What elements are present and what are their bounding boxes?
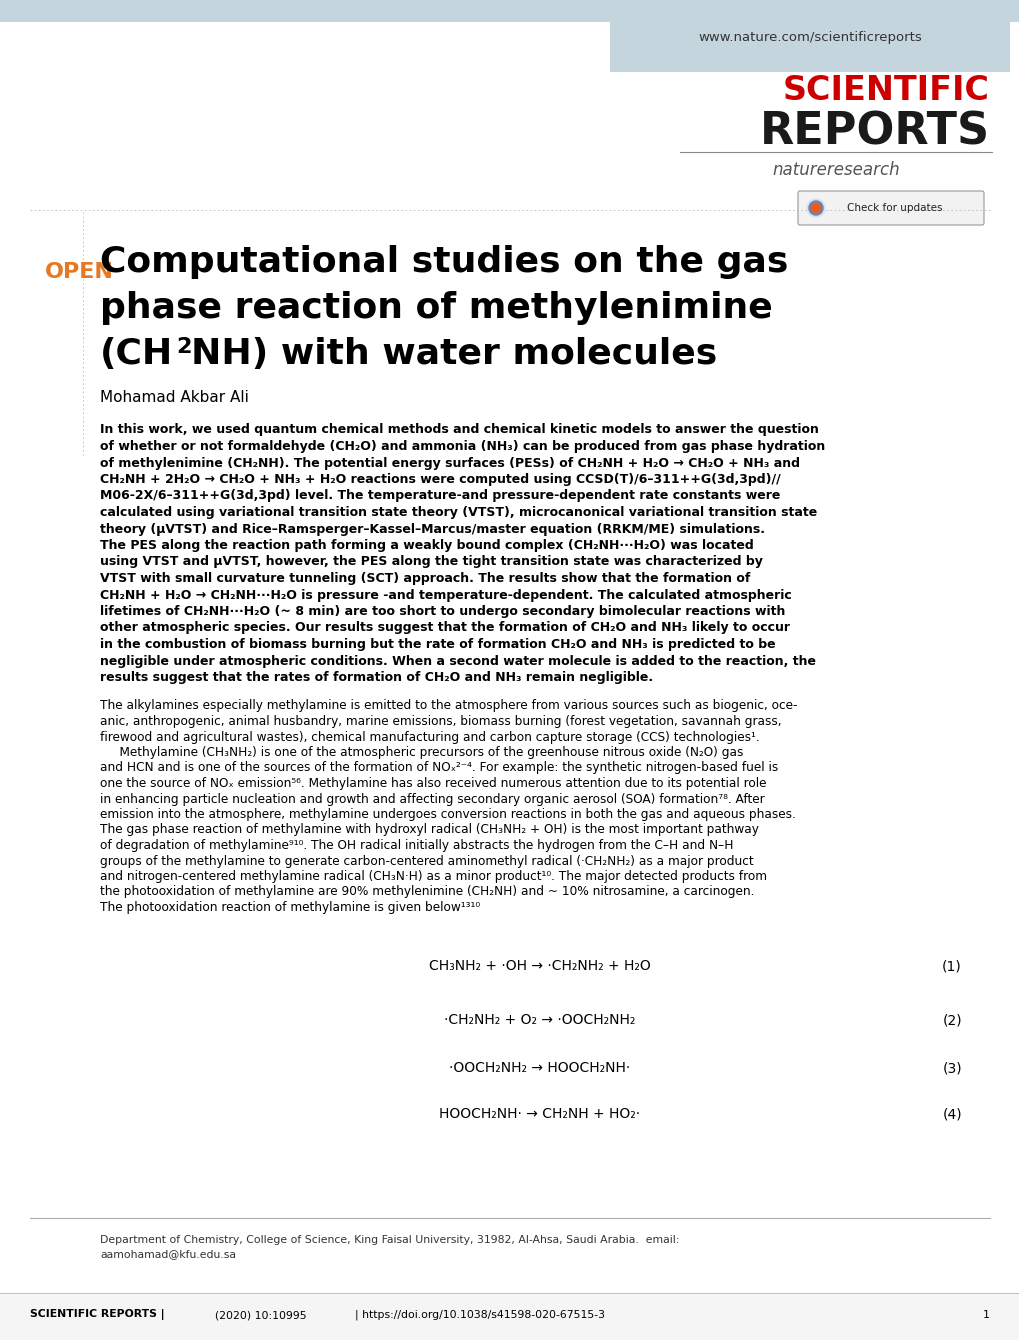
Text: HOOCH₂NH· → CH₂NH + HO₂·: HOOCH₂NH· → CH₂NH + HO₂·: [439, 1107, 640, 1122]
Text: of whether or not formaldehyde (CH₂O) and ammonia (NH₃) can be produced from gas: of whether or not formaldehyde (CH₂O) an…: [100, 440, 824, 453]
Bar: [609, 0, 1009, 72]
Text: (2): (2): [942, 1013, 961, 1026]
Text: OPEN: OPEN: [45, 263, 114, 281]
Text: Mohamad Akbar Ali: Mohamad Akbar Ali: [100, 390, 249, 406]
Text: of degradation of methylamine⁹¹⁰. The OH radical initially abstracts the hydroge: of degradation of methylamine⁹¹⁰. The OH…: [100, 839, 733, 852]
Text: groups of the methylamine to generate carbon-centered aminomethyl radical (·CH₂N: groups of the methylamine to generate ca…: [100, 855, 753, 867]
Text: (1): (1): [942, 959, 961, 973]
Text: The photooxidation reaction of methylamine is given below¹³¹⁰: The photooxidation reaction of methylami…: [100, 900, 480, 914]
Text: (3): (3): [942, 1061, 961, 1075]
Text: 2: 2: [176, 336, 192, 356]
Bar: [0, 0, 1019, 21]
Circle shape: [810, 202, 820, 213]
Text: (2020) 10:10995: (2020) 10:10995: [215, 1311, 307, 1320]
Text: phase reaction of methylenimine: phase reaction of methylenimine: [100, 291, 772, 326]
Text: in enhancing particle nucleation and growth and affecting secondary organic aero: in enhancing particle nucleation and gro…: [100, 792, 764, 805]
Text: Department of Chemistry, College of Science, King Faisal University, 31982, Al-A: Department of Chemistry, College of Scie…: [100, 1235, 679, 1245]
Text: Computational studies on the gas: Computational studies on the gas: [100, 245, 788, 279]
Text: one the source of NOₓ emission⁵⁶. Methylamine has also received numerous attenti: one the source of NOₓ emission⁵⁶. Methyl…: [100, 777, 765, 791]
Text: and nitrogen-centered methylamine radical (CH₃N·H) as a minor product¹⁰. The maj: and nitrogen-centered methylamine radica…: [100, 870, 766, 883]
Bar: [0, 1293, 1019, 1340]
Text: in the combustion of biomass burning but the rate of formation CH₂O and NH₃ is p: in the combustion of biomass burning but…: [100, 638, 774, 651]
Text: firewood and agricultural wastes), chemical manufacturing and carbon capture sto: firewood and agricultural wastes), chemi…: [100, 730, 759, 744]
Text: www.nature.com/scientificreports: www.nature.com/scientificreports: [697, 32, 921, 44]
Text: emission into the atmosphere, methylamine undergoes conversion reactions in both: emission into the atmosphere, methylamin…: [100, 808, 795, 821]
Text: The alkylamines especially methylamine is emitted to the atmosphere from various: The alkylamines especially methylamine i…: [100, 699, 797, 713]
Text: M06-2X/6–311++G(3d,3pd) level. The temperature-and pressure-dependent rate const: M06-2X/6–311++G(3d,3pd) level. The tempe…: [100, 489, 780, 502]
Text: lifetimes of CH₂NH···H₂O (~ 8 min) are too short to undergo secondary bimolecula: lifetimes of CH₂NH···H₂O (~ 8 min) are t…: [100, 604, 785, 618]
Text: REPORTS: REPORTS: [759, 110, 989, 154]
Text: SCIENTIFIC REPORTS |: SCIENTIFIC REPORTS |: [30, 1309, 164, 1320]
Circle shape: [808, 201, 822, 214]
Text: CH₃NH₂ + ·OH → ·CH₂NH₂ + H₂O: CH₃NH₂ + ·OH → ·CH₂NH₂ + H₂O: [429, 959, 650, 973]
Text: other atmospheric species. Our results suggest that the formation of CH₂O and NH: other atmospheric species. Our results s…: [100, 622, 790, 635]
Text: negligible under atmospheric conditions. When a second water molecule is added t: negligible under atmospheric conditions.…: [100, 654, 815, 667]
Text: natureresearch: natureresearch: [771, 161, 899, 180]
Text: (4): (4): [942, 1107, 961, 1122]
Text: Methylamine (CH₃NH₂) is one of the atmospheric precursors of the greenhouse nitr: Methylamine (CH₃NH₂) is one of the atmos…: [100, 746, 743, 758]
FancyBboxPatch shape: [797, 192, 983, 225]
Text: NH) with water molecules: NH) with water molecules: [191, 336, 716, 371]
Text: CH₂NH + H₂O → CH₂NH···H₂O is pressure -and temperature-dependent. The calculated: CH₂NH + H₂O → CH₂NH···H₂O is pressure -a…: [100, 588, 791, 602]
Text: anic, anthropogenic, animal husbandry, marine emissions, biomass burning (forest: anic, anthropogenic, animal husbandry, m…: [100, 716, 781, 728]
Text: ·CH₂NH₂ + O₂ → ·OOCH₂NH₂: ·CH₂NH₂ + O₂ → ·OOCH₂NH₂: [444, 1013, 635, 1026]
Text: results suggest that the rates of formation of CH₂O and NH₃ remain negligible.: results suggest that the rates of format…: [100, 671, 652, 683]
Text: aamohamad@kfu.edu.sa: aamohamad@kfu.edu.sa: [100, 1249, 235, 1260]
Text: and HCN and is one of the sources of the formation of NOₓ²⁻⁴. For example: the s: and HCN and is one of the sources of the…: [100, 761, 777, 775]
Text: The gas phase reaction of methylamine with hydroxyl radical (CH₃NH₂ + OH) is the: The gas phase reaction of methylamine wi…: [100, 824, 758, 836]
Text: ·OOCH₂NH₂ → HOOCH₂NH·: ·OOCH₂NH₂ → HOOCH₂NH·: [449, 1061, 630, 1075]
Circle shape: [806, 200, 824, 217]
Text: using VTST and μVTST, however, the PES along the tight transition state was char: using VTST and μVTST, however, the PES a…: [100, 556, 762, 568]
Text: In this work, we used quantum chemical methods and chemical kinetic models to an: In this work, we used quantum chemical m…: [100, 423, 818, 437]
Text: Check for updates: Check for updates: [847, 202, 942, 213]
Text: CH₂NH + 2H₂O → CH₂O + NH₃ + H₂O reactions were computed using CCSD(T)/6–311++G(3: CH₂NH + 2H₂O → CH₂O + NH₃ + H₂O reaction…: [100, 473, 780, 486]
Text: (CH: (CH: [100, 336, 173, 371]
Text: calculated using variational transition state theory (VTST), microcanonical vari: calculated using variational transition …: [100, 507, 816, 519]
Text: VTST with small curvature tunneling (SCT) approach. The results show that the fo: VTST with small curvature tunneling (SCT…: [100, 572, 750, 586]
Text: 1: 1: [982, 1311, 989, 1320]
Text: The PES along the reaction path forming a weakly bound complex (CH₂NH···H₂O) was: The PES along the reaction path forming …: [100, 539, 753, 552]
Text: theory (μVTST) and Rice–Ramsperger–Kassel–Marcus/master equation (RRKM/ME) simul: theory (μVTST) and Rice–Ramsperger–Kasse…: [100, 523, 764, 536]
Text: SCIENTIFIC: SCIENTIFIC: [783, 74, 989, 106]
Text: | https://doi.org/10.1038/s41598-020-67515-3: | https://doi.org/10.1038/s41598-020-675…: [355, 1309, 604, 1320]
Text: the photooxidation of methylamine are 90% methylenimine (CH₂NH) and ~ 10% nitros: the photooxidation of methylamine are 90…: [100, 886, 754, 899]
Text: of methylenimine (CH₂NH). The potential energy surfaces (PESs) of CH₂NH + H₂O → : of methylenimine (CH₂NH). The potential …: [100, 457, 799, 469]
